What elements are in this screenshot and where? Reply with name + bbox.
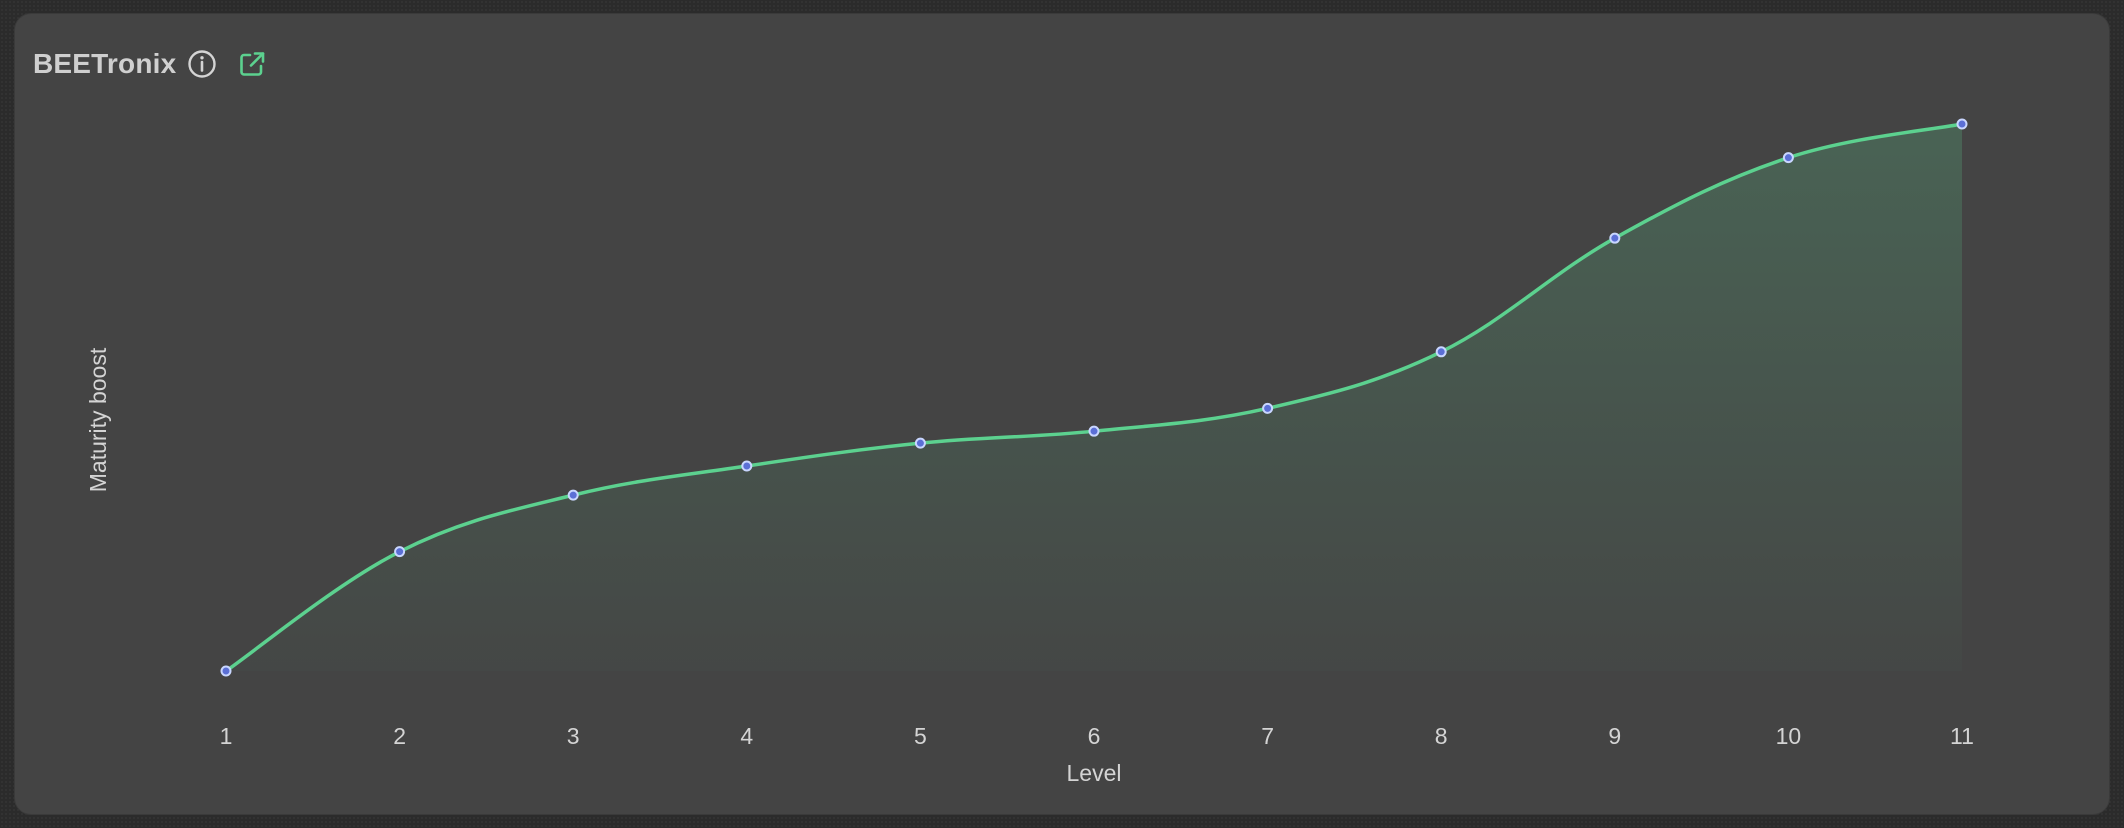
- data-point-5[interactable]: [914, 437, 926, 449]
- data-point-8[interactable]: [1435, 346, 1447, 358]
- data-point-7[interactable]: [1262, 402, 1274, 414]
- x-tick-label-10: 10: [1776, 723, 1802, 749]
- data-point-11[interactable]: [1956, 118, 1968, 130]
- x-tick-label-1: 1: [220, 723, 233, 749]
- x-tick-label-3: 3: [567, 723, 580, 749]
- data-point-4[interactable]: [741, 460, 753, 472]
- x-tick-label-9: 9: [1608, 723, 1621, 749]
- data-points: [220, 118, 1968, 677]
- x-tick-label-6: 6: [1088, 723, 1101, 749]
- x-axis-ticks: 1 2 3 4 5 6 7 8 9 10 11: [220, 723, 1974, 749]
- y-axis-title: Maturity boost: [85, 347, 111, 492]
- data-point-2[interactable]: [394, 546, 406, 558]
- series-area-fill: [226, 123, 1962, 672]
- x-axis-title: Level: [1067, 760, 1122, 786]
- data-point-10[interactable]: [1782, 152, 1794, 164]
- data-point-9[interactable]: [1609, 232, 1621, 244]
- x-tick-label-5: 5: [914, 723, 927, 749]
- data-point-6[interactable]: [1088, 425, 1100, 437]
- data-point-3[interactable]: [567, 489, 579, 501]
- chart-header: BEETronix: [33, 48, 268, 80]
- info-circle-icon[interactable]: [186, 48, 218, 80]
- x-tick-label-4: 4: [740, 723, 753, 749]
- external-link-icon[interactable]: [236, 48, 268, 80]
- x-tick-label-8: 8: [1435, 723, 1448, 749]
- x-tick-label-2: 2: [393, 723, 406, 749]
- chart-title: BEETronix: [33, 48, 177, 79]
- data-point-1[interactable]: [220, 665, 232, 677]
- x-tick-label-11: 11: [1950, 723, 1974, 749]
- x-tick-label-7: 7: [1261, 723, 1274, 749]
